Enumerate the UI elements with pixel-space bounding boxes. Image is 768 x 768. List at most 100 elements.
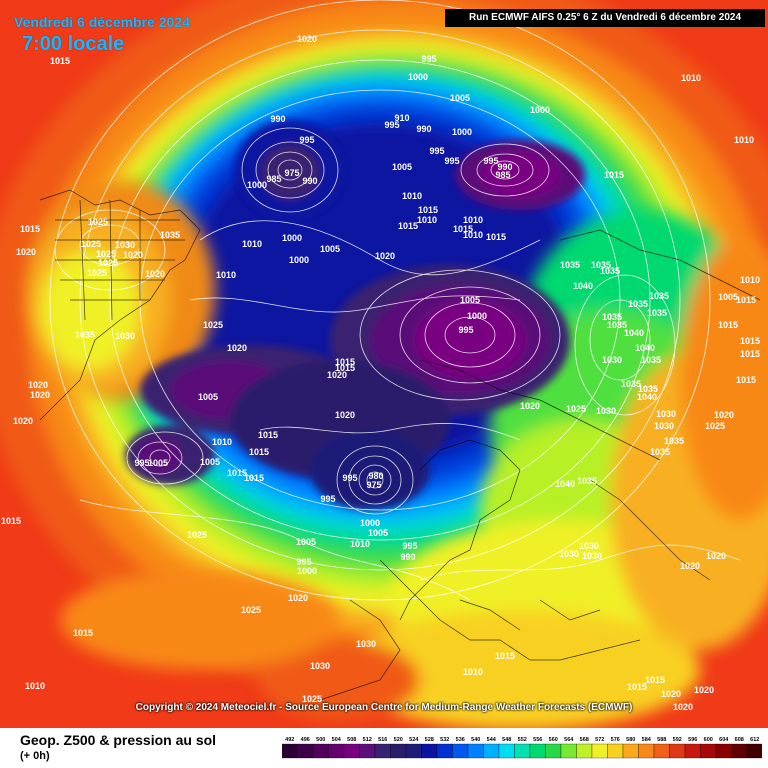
pressure-label: 990 xyxy=(416,124,431,134)
pressure-label: 1005 xyxy=(368,528,388,538)
scale-tick-label: 556 xyxy=(533,737,542,743)
pressure-label: 1010 xyxy=(417,215,437,225)
pressure-label: 995 xyxy=(421,54,436,64)
scale-tick-label: 572 xyxy=(595,737,604,743)
pressure-label: 1015 xyxy=(249,447,269,457)
pressure-label: 1035 xyxy=(641,355,661,365)
pressure-label: 1030 xyxy=(559,549,579,559)
pressure-label: 1040 xyxy=(555,479,575,489)
pressure-label: 1035 xyxy=(621,379,641,389)
scale-tick-label: 568 xyxy=(580,737,589,743)
pressure-label: 1020 xyxy=(375,251,395,261)
scale-tick-label: 576 xyxy=(611,737,620,743)
pressure-label: 1035 xyxy=(75,330,95,340)
pressure-label: 1035 xyxy=(628,299,648,309)
pressure-label: 1035 xyxy=(647,308,667,318)
pressure-label: 1030 xyxy=(115,331,135,341)
scale-swatch xyxy=(669,743,686,759)
scale-swatch xyxy=(297,743,314,759)
pressure-label: 975 xyxy=(284,168,299,178)
pressure-label: 1020 xyxy=(661,689,681,699)
pressure-label: 1035 xyxy=(649,291,669,301)
pressure-label: 1000 xyxy=(452,127,472,137)
legend-subtitle: (+ 0h) xyxy=(20,750,50,762)
scale-swatch xyxy=(452,743,469,759)
pressure-label: 1025 xyxy=(88,217,108,227)
scale-tick-label: 564 xyxy=(564,737,574,743)
scale-swatch xyxy=(436,743,453,759)
pressure-label: 995 xyxy=(342,473,357,483)
pressure-label: 1030 xyxy=(115,240,135,250)
pressure-label: 1005 xyxy=(200,457,220,467)
scale-tick-label: 508 xyxy=(347,737,356,743)
pressure-label: 1020 xyxy=(227,343,247,353)
pressure-label: 995 xyxy=(483,156,498,166)
pressure-label: 1020 xyxy=(673,702,693,712)
pressure-label: 1025 xyxy=(566,404,586,414)
pressure-label: 1020 xyxy=(28,380,48,390)
scale-swatch xyxy=(374,743,391,759)
pressure-label: 1015 xyxy=(740,349,760,359)
forecast-time: 7:00 locale xyxy=(22,33,125,55)
pressure-label: 1035 xyxy=(602,312,622,322)
scale-tick-label: 588 xyxy=(657,737,666,743)
pressure-label: 1010 xyxy=(350,539,370,549)
pressure-label: 1015 xyxy=(1,516,21,526)
pressure-label: 1000 xyxy=(247,180,267,190)
pressure-label: 1005 xyxy=(296,537,316,547)
forecast-map: 1020 1015 995 1000 1010 1005 1000 990 995 995 910 9… xyxy=(0,0,768,728)
scale-swatch xyxy=(405,743,422,759)
scale-swatch xyxy=(591,743,608,759)
scale-swatch xyxy=(746,743,762,759)
pressure-label: 1030 xyxy=(579,541,599,551)
scale-swatch xyxy=(622,743,639,759)
pressure-label: 1020 xyxy=(714,410,734,420)
pressure-label: 975 xyxy=(366,480,381,490)
pressure-label: 1035 xyxy=(650,447,670,457)
pressure-label: 1025 xyxy=(241,605,261,615)
pressure-label: 1020 xyxy=(288,593,308,603)
pressure-label: 990 xyxy=(400,552,415,562)
pressure-label: 1000 xyxy=(297,566,317,576)
pressure-label: 1025 xyxy=(705,421,725,431)
pressure-label: 995 xyxy=(299,135,314,145)
color-scale: 492 496 500 504 508 512 516 520 524 528 532 536 540 5… xyxy=(282,737,762,759)
pressure-label: 1010 xyxy=(463,215,483,225)
pressure-label: 1015 xyxy=(604,170,624,180)
pressure-label: 1015 xyxy=(335,357,355,367)
pressure-label: 1020 xyxy=(297,34,317,44)
pressure-label: 1020 xyxy=(680,561,700,571)
scale-swatch xyxy=(653,743,670,759)
scale-swatch xyxy=(390,743,407,759)
pressure-label: 995 xyxy=(429,146,444,156)
pressure-label: 1015 xyxy=(418,205,438,215)
pressure-label: 1015 xyxy=(73,628,93,638)
pressure-label: 1010 xyxy=(242,239,262,249)
run-info: Run ECMWF AIFS 0.25° 6 Z du Vendredi 6 d… xyxy=(445,9,765,27)
scale-tick-label: 532 xyxy=(440,737,449,743)
scale-swatch xyxy=(560,743,577,759)
pressure-label: 1005 xyxy=(148,458,168,468)
scale-swatch xyxy=(343,743,360,759)
scale-swatch xyxy=(545,743,562,759)
pressure-label: 1010 xyxy=(734,135,754,145)
scale-swatch xyxy=(684,743,701,759)
pressure-label: 1025 xyxy=(203,320,223,330)
pressure-label: 1025 xyxy=(96,249,116,259)
legend-title: Geop. Z500 & pression au sol xyxy=(20,732,217,748)
pressure-label: 1000 xyxy=(282,233,302,243)
pressure-label: 1040 xyxy=(624,328,644,338)
pressure-label: 1030 xyxy=(356,639,376,649)
pressure-label: 995 xyxy=(320,494,335,504)
pressure-label: 1010 xyxy=(25,681,45,691)
pressure-label: 1040 xyxy=(635,343,655,353)
scale-swatch xyxy=(421,743,438,759)
pressure-label: 1010 xyxy=(463,667,483,677)
pressure-label: 1005 xyxy=(718,292,738,302)
scale-swatch xyxy=(328,743,345,759)
pressure-label: 1040 xyxy=(573,281,593,291)
pressure-label: 910 xyxy=(394,113,409,123)
scale-swatch xyxy=(514,743,531,759)
